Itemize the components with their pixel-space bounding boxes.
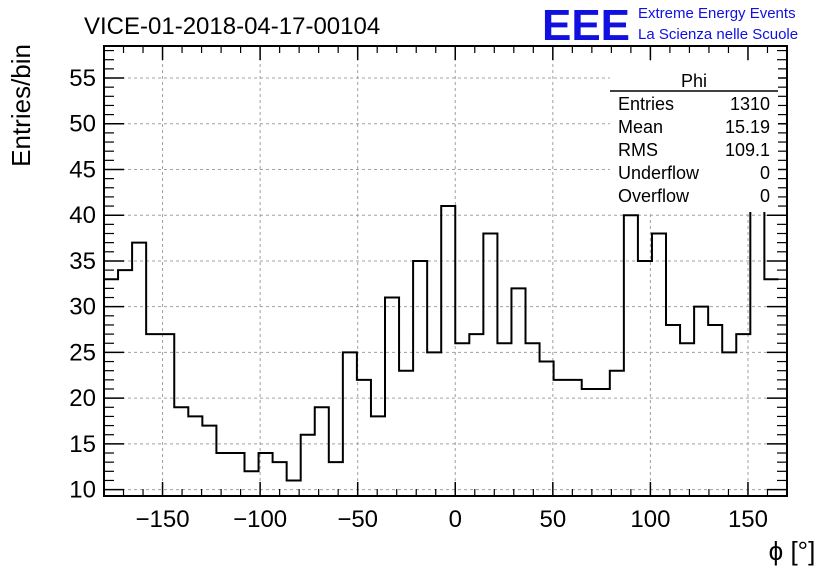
x-tick-label: 100: [630, 506, 670, 533]
tick-labels: −150 −100 −50 0 50 100 150 10 15 20 25 30 35 40 45 50 55: [69, 65, 768, 533]
histogram-bin: [160, 334, 174, 496]
histogram-bin: [736, 334, 750, 496]
histogram-bin: [666, 325, 680, 496]
stats-row-label: Mean: [618, 117, 663, 137]
histogram-bin: [540, 362, 554, 496]
histogram-bin: [216, 453, 230, 496]
histogram-series: [104, 168, 779, 497]
histogram-bin: [343, 352, 357, 496]
histogram-bin: [118, 270, 132, 496]
logo-line-2: La Scienza nelle Scuole: [638, 26, 798, 43]
y-tick-label: 30: [69, 294, 96, 321]
y-tick-label: 10: [69, 477, 96, 504]
histogram-bin: [146, 334, 160, 496]
histogram-bin: [301, 435, 315, 496]
histogram-bin: [427, 352, 441, 496]
stats-row-value: 109.1: [725, 140, 770, 160]
y-tick-label: 25: [69, 339, 96, 366]
x-tick-label: 50: [539, 506, 566, 533]
x-tick-label: −150: [136, 506, 190, 533]
y-tick-label: 50: [69, 111, 96, 138]
y-axis-label: Entries/bin: [6, 44, 36, 167]
histogram-bin: [230, 453, 244, 496]
histogram-bin: [174, 407, 188, 496]
y-tick-label: 40: [69, 202, 96, 229]
y-tick-label: 35: [69, 248, 96, 275]
x-tick-label: −50: [337, 506, 378, 533]
stats-row-value: 1310: [730, 94, 770, 114]
histogram-bin: [315, 407, 329, 496]
x-tick-label: −100: [233, 506, 287, 533]
histogram-bin: [441, 206, 455, 496]
stats-title: Phi: [681, 71, 707, 91]
histogram-bin: [483, 234, 497, 497]
histogram-bin: [638, 261, 652, 496]
histogram-bin: [582, 389, 596, 496]
histogram-bin: [596, 389, 610, 496]
stats-row-label: RMS: [618, 140, 658, 160]
stats-row-value: 0: [760, 163, 770, 183]
histogram-outline: [104, 168, 779, 482]
stats-row-value: 0: [760, 186, 770, 206]
stats-row-label: Entries: [618, 94, 674, 114]
x-axis-label: ϕ [°]: [769, 536, 816, 566]
histogram-bin: [132, 243, 146, 496]
histogram-bin: [511, 288, 525, 496]
histogram-bin: [554, 380, 568, 496]
histogram-bin: [708, 325, 722, 496]
stats-box: Phi Entries 1310 Mean 15.19 RMS 109.1 Underflo…: [610, 64, 778, 212]
histogram-bin: [329, 462, 343, 496]
histogram-bin: [413, 261, 427, 496]
stats-row-value: 15.19: [725, 117, 770, 137]
histogram-bin: [722, 352, 736, 496]
stats-row-label: Underflow: [618, 163, 700, 183]
y-tick-label: 55: [69, 65, 96, 92]
histogram-bin: [680, 343, 694, 496]
histogram-bin: [371, 416, 385, 496]
histogram-bin: [188, 416, 202, 496]
stats-row-label: Overflow: [618, 186, 690, 206]
chart-title: VICE-01-2018-04-17-00104: [84, 13, 380, 40]
histogram-bin: [455, 343, 469, 496]
histogram-bin: [526, 343, 540, 496]
y-tick-label: 20: [69, 385, 96, 412]
y-tick-label: 45: [69, 156, 96, 183]
logo-line-1: Extreme Energy Events: [638, 5, 796, 22]
histogram-bin: [497, 343, 511, 496]
plot-frame: [103, 45, 788, 497]
axis-ticks: [103, 46, 788, 496]
histogram-bin: [652, 234, 666, 497]
histogram-bin: [469, 334, 483, 496]
histogram-bin: [624, 215, 638, 496]
histogram-bin: [610, 371, 624, 496]
histogram-bin: [750, 169, 764, 496]
histogram-bin: [357, 380, 371, 496]
histogram-bin: [694, 307, 708, 496]
histogram-bin: [245, 471, 259, 496]
histogram-bin: [568, 380, 582, 496]
histogram-bin: [385, 298, 399, 496]
eee-logo: EEE Extreme Energy Events La Scienza nel…: [542, 1, 798, 50]
histogram-bin: [104, 279, 118, 496]
histogram-bin: [399, 371, 413, 496]
x-tick-label: 150: [728, 506, 768, 533]
x-tick-label: 0: [449, 506, 462, 533]
logo-mark: EEE: [542, 1, 630, 50]
y-tick-label: 15: [69, 431, 96, 458]
histogram-bin: [764, 279, 778, 496]
histogram-bin: [202, 426, 216, 496]
